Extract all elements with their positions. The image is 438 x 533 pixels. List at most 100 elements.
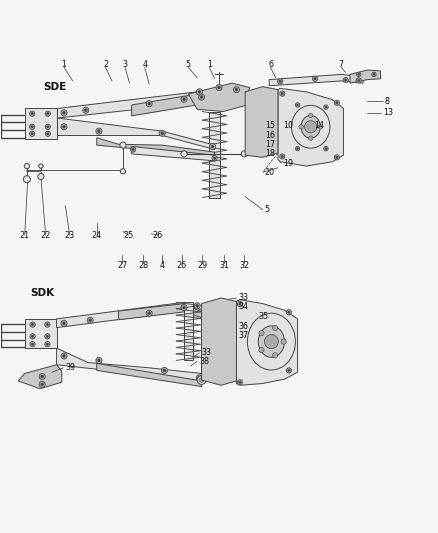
- Circle shape: [251, 92, 257, 96]
- Circle shape: [29, 111, 35, 116]
- Circle shape: [61, 124, 67, 130]
- Circle shape: [324, 105, 328, 109]
- Text: SDK: SDK: [31, 288, 55, 298]
- Circle shape: [225, 376, 230, 382]
- Polygon shape: [97, 138, 215, 157]
- Ellipse shape: [301, 116, 320, 138]
- Circle shape: [31, 133, 33, 135]
- Circle shape: [226, 378, 229, 381]
- Circle shape: [85, 109, 87, 111]
- Polygon shape: [97, 364, 201, 386]
- Circle shape: [63, 322, 65, 325]
- Text: 21: 21: [20, 231, 30, 239]
- Circle shape: [280, 91, 285, 96]
- Text: 28: 28: [138, 261, 148, 270]
- Text: 5: 5: [186, 60, 191, 69]
- Circle shape: [183, 98, 185, 101]
- Circle shape: [148, 102, 151, 105]
- Circle shape: [45, 131, 50, 136]
- Circle shape: [61, 110, 67, 116]
- Circle shape: [288, 311, 290, 313]
- Circle shape: [45, 124, 50, 130]
- Circle shape: [131, 147, 136, 152]
- Text: 23: 23: [65, 231, 75, 239]
- Circle shape: [45, 334, 50, 339]
- Circle shape: [259, 348, 264, 353]
- Text: 8: 8: [385, 97, 390, 106]
- Text: 38: 38: [199, 357, 209, 366]
- Text: 5: 5: [265, 205, 270, 214]
- Circle shape: [198, 376, 201, 379]
- Text: 29: 29: [197, 261, 208, 270]
- Circle shape: [196, 375, 202, 381]
- Circle shape: [96, 357, 102, 364]
- Circle shape: [357, 79, 360, 82]
- Circle shape: [209, 375, 212, 378]
- Circle shape: [265, 335, 279, 349]
- Polygon shape: [57, 302, 201, 328]
- Circle shape: [334, 155, 339, 160]
- Circle shape: [41, 383, 43, 386]
- Circle shape: [267, 148, 272, 154]
- Polygon shape: [350, 70, 381, 83]
- Text: 4: 4: [160, 261, 165, 270]
- Circle shape: [96, 128, 102, 134]
- Text: 15: 15: [265, 122, 275, 131]
- Circle shape: [198, 94, 205, 100]
- Circle shape: [356, 78, 361, 83]
- Circle shape: [218, 86, 220, 89]
- Circle shape: [372, 72, 376, 77]
- Text: 20: 20: [265, 168, 275, 177]
- Polygon shape: [269, 75, 363, 86]
- Circle shape: [239, 303, 241, 305]
- Circle shape: [46, 343, 49, 345]
- Circle shape: [30, 334, 35, 339]
- Circle shape: [39, 381, 45, 387]
- Polygon shape: [119, 304, 201, 320]
- Circle shape: [196, 89, 202, 95]
- Circle shape: [208, 374, 213, 379]
- Text: 1: 1: [61, 60, 67, 69]
- Polygon shape: [25, 319, 57, 348]
- Circle shape: [47, 126, 49, 128]
- Circle shape: [46, 324, 49, 326]
- Circle shape: [31, 112, 33, 115]
- Circle shape: [237, 302, 243, 306]
- Circle shape: [318, 125, 322, 129]
- Text: 10: 10: [284, 122, 293, 131]
- Polygon shape: [184, 302, 193, 360]
- Circle shape: [63, 125, 65, 128]
- Circle shape: [233, 87, 240, 93]
- Circle shape: [343, 77, 348, 83]
- Polygon shape: [57, 118, 215, 149]
- Text: 32: 32: [239, 261, 249, 270]
- Text: 37: 37: [239, 331, 249, 340]
- Text: 17: 17: [265, 140, 275, 149]
- Circle shape: [39, 164, 43, 168]
- Circle shape: [46, 335, 49, 337]
- Circle shape: [304, 120, 317, 133]
- Circle shape: [209, 305, 212, 307]
- Circle shape: [358, 74, 360, 75]
- Text: 27: 27: [117, 261, 127, 270]
- Circle shape: [280, 154, 285, 159]
- Text: 6: 6: [268, 60, 273, 69]
- Circle shape: [161, 367, 167, 374]
- Circle shape: [288, 369, 290, 372]
- Circle shape: [194, 303, 200, 309]
- Circle shape: [314, 78, 316, 80]
- Text: 14: 14: [314, 122, 324, 131]
- Circle shape: [308, 136, 313, 140]
- Polygon shape: [278, 88, 343, 166]
- Text: 1: 1: [207, 60, 212, 69]
- Circle shape: [98, 359, 100, 362]
- Circle shape: [41, 375, 43, 378]
- Polygon shape: [237, 300, 297, 385]
- Text: 25: 25: [124, 231, 134, 239]
- Text: 22: 22: [41, 231, 51, 239]
- Circle shape: [253, 148, 255, 150]
- Circle shape: [325, 148, 327, 150]
- Circle shape: [239, 381, 241, 383]
- Text: 19: 19: [284, 158, 294, 167]
- Text: 39: 39: [65, 364, 75, 372]
